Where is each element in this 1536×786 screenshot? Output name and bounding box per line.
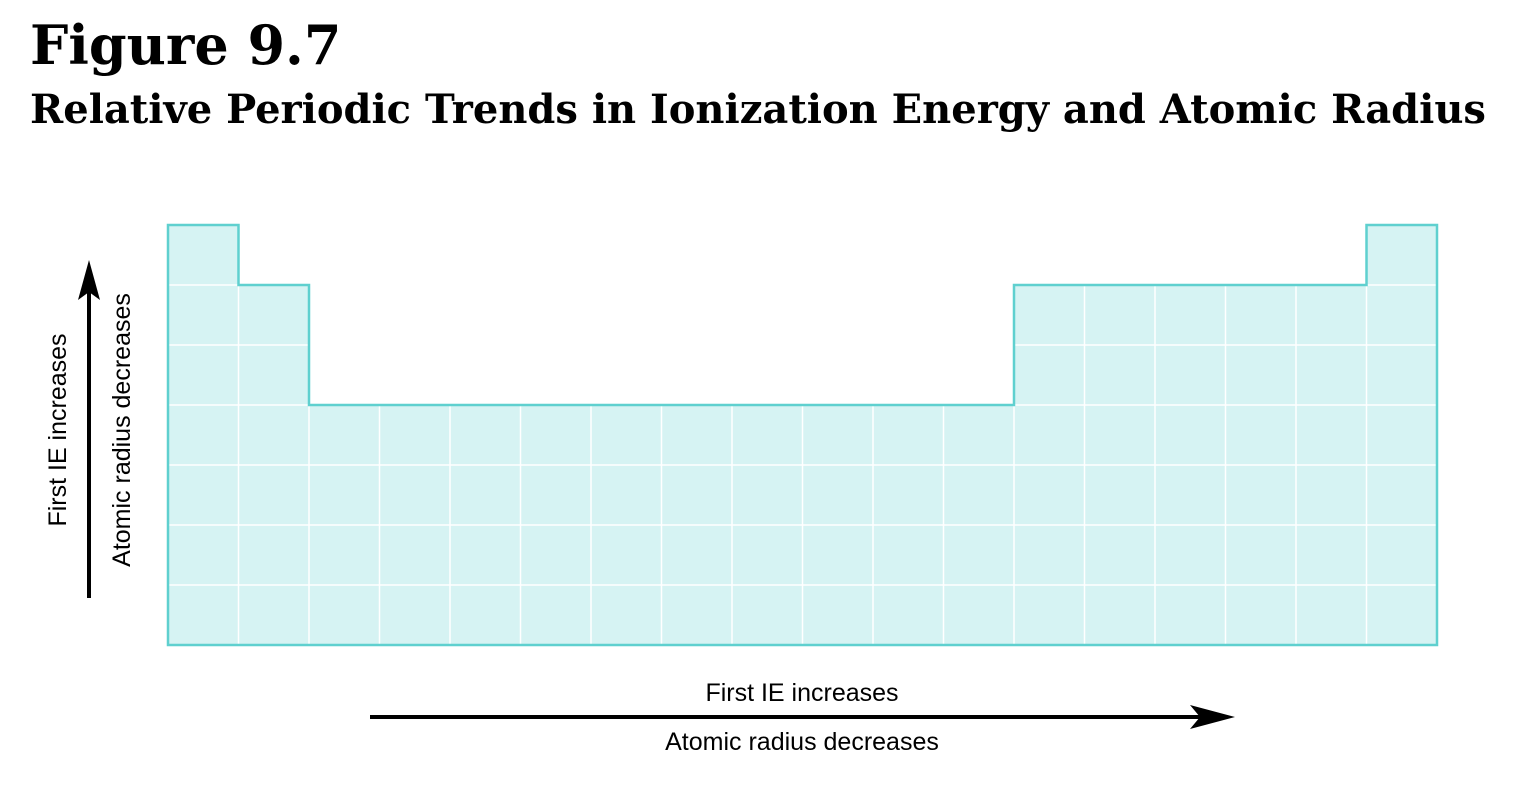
figure-title: Figure 9.7: [30, 13, 342, 77]
vertical-trend-arrow-head: [78, 260, 100, 300]
periodic-table-gridlines: [168, 284, 1437, 645]
table-column-1: [168, 225, 240, 645]
vertical-trend-label-first-ie: First IE increases: [44, 333, 72, 526]
horizontal-trend-label-atomic-radius: Atomic radius decreases: [665, 728, 939, 756]
horizontal-trend-arrow-head: [1190, 705, 1235, 729]
figure-subtitle: Relative Periodic Trends in Ionization E…: [30, 86, 1486, 133]
vertical-trend-label-atomic-radius: Atomic radius decreases: [108, 293, 136, 567]
table-column-18: [1366, 225, 1438, 645]
horizontal-trend-label-first-ie: First IE increases: [705, 679, 898, 707]
periodic-table-outline: [166, 223, 1439, 647]
